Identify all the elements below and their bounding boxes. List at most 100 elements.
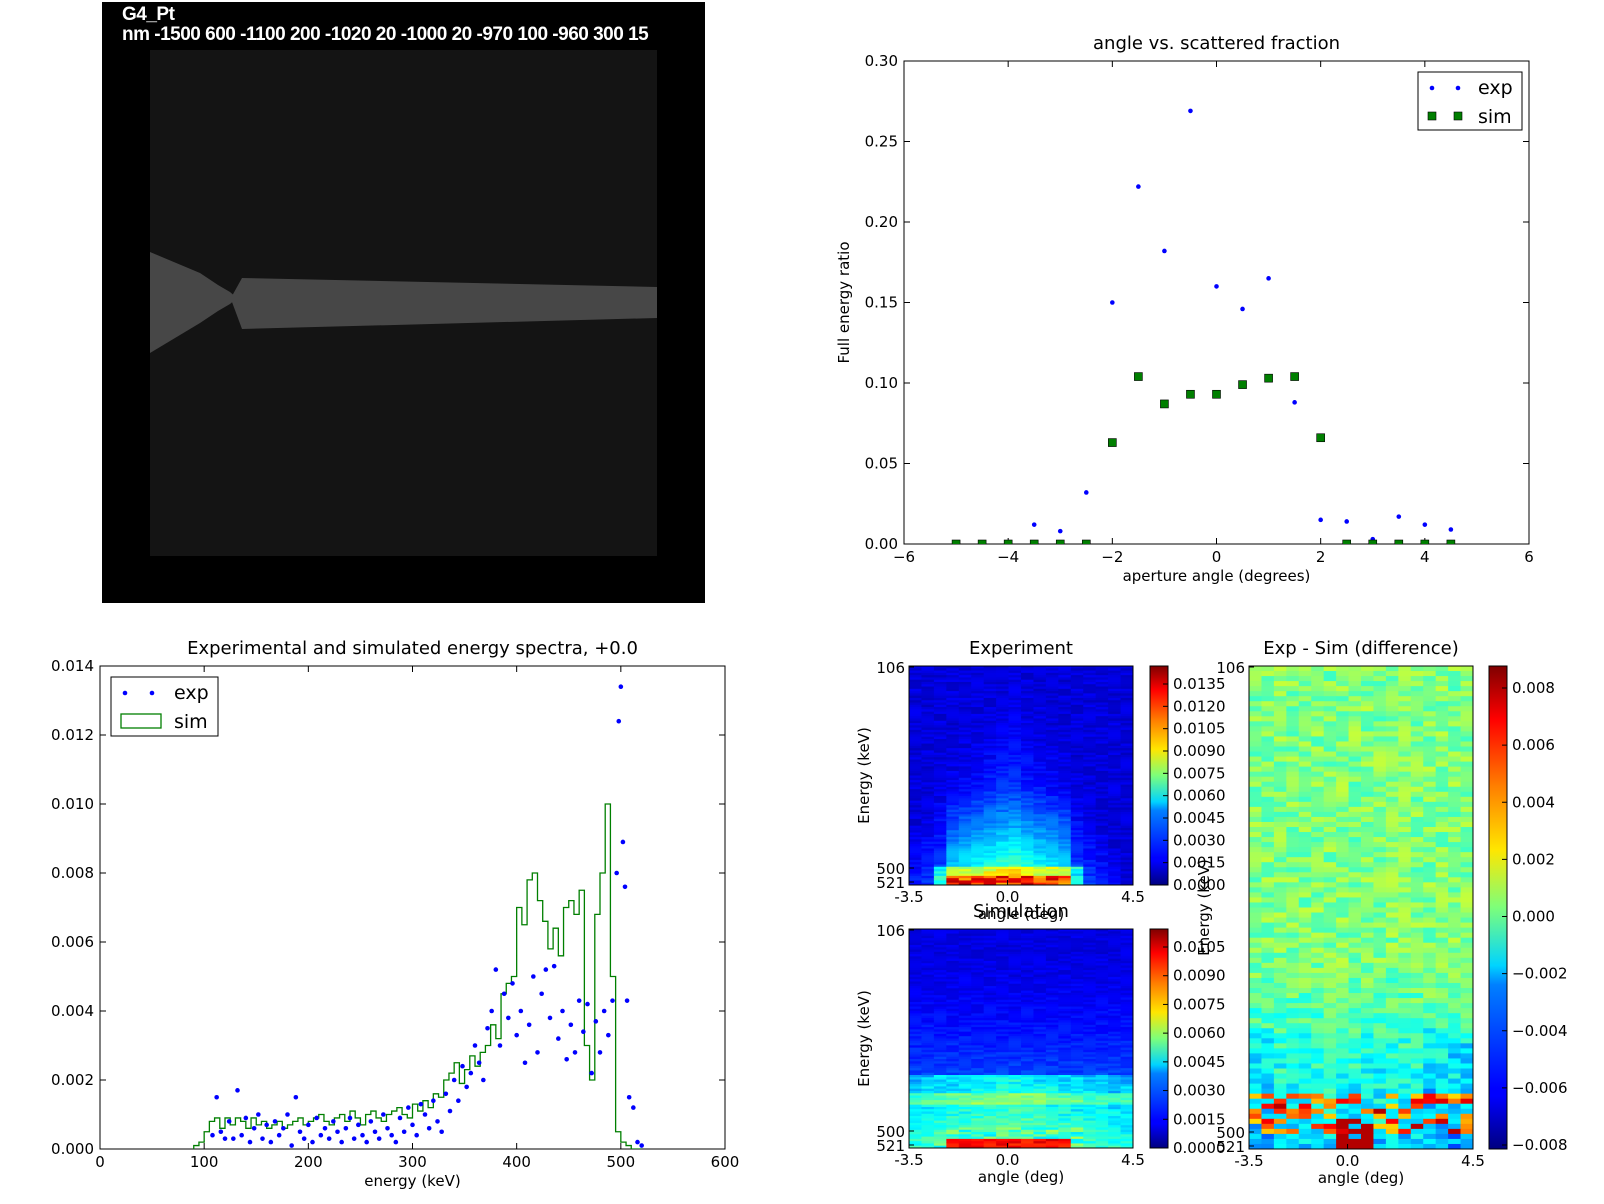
simulation-cell xyxy=(1021,986,1034,989)
experiment-cell xyxy=(1083,823,1097,827)
difference-cell xyxy=(1423,877,1437,883)
experiment-cell xyxy=(921,875,935,879)
exp-point xyxy=(1110,300,1115,305)
simulation-cell xyxy=(1033,1138,1047,1142)
experiment-cell xyxy=(1008,816,1022,820)
experiment-cell xyxy=(946,734,960,738)
experiment-cell xyxy=(958,759,972,763)
difference-cell xyxy=(1373,816,1387,823)
simulation-cell xyxy=(971,1113,985,1117)
experiment-cell xyxy=(983,814,997,818)
experiment-cell xyxy=(921,729,935,733)
experiment-cell xyxy=(1120,702,1134,706)
difference-cell xyxy=(1261,791,1275,798)
exp-point xyxy=(368,1119,374,1124)
simulation-cell xyxy=(1120,1093,1134,1097)
difference-cell xyxy=(1286,897,1300,903)
experiment-cell xyxy=(946,732,960,735)
difference-cell xyxy=(1410,993,1424,999)
difference-cell xyxy=(1410,761,1424,768)
simulation-cell xyxy=(1095,931,1109,935)
spectra-xlabel: energy (keV) xyxy=(364,1172,460,1190)
difference-cell xyxy=(1336,796,1350,803)
experiment-cell xyxy=(946,684,960,688)
experiment-cell xyxy=(1045,704,1059,708)
simulation-cell xyxy=(946,1011,960,1014)
experiment-cell xyxy=(1058,716,1072,719)
experiment-cell xyxy=(1058,789,1072,792)
simulation-cell xyxy=(946,1033,960,1037)
experiment-cell xyxy=(983,713,997,717)
experiment-cell xyxy=(1045,702,1059,706)
simulation-cell xyxy=(1008,947,1022,951)
simulation-cell xyxy=(909,1143,922,1147)
simulation-cell xyxy=(946,997,960,1001)
difference-cell xyxy=(1448,751,1462,758)
experiment-cell xyxy=(983,859,997,863)
simulation-cell xyxy=(1070,1002,1084,1005)
difference-cell xyxy=(1423,842,1437,848)
difference-cell xyxy=(1261,801,1275,808)
experiment-cell xyxy=(996,711,1010,715)
difference-cell xyxy=(1373,852,1387,858)
experiment-cell xyxy=(1070,837,1084,840)
experiment-cell xyxy=(1045,688,1059,692)
simulation-cell xyxy=(1033,1054,1047,1058)
simulation-cell xyxy=(909,1109,922,1112)
difference-cell xyxy=(1460,897,1474,903)
experiment-cell xyxy=(909,761,922,765)
simulation-cell xyxy=(1108,967,1122,971)
simulation-cell xyxy=(1083,956,1097,960)
experiment-cell xyxy=(1058,770,1072,774)
experiment-cell xyxy=(1083,878,1097,881)
difference-cell xyxy=(1385,716,1399,722)
experiment-cell xyxy=(1008,736,1022,740)
simulation-cell xyxy=(983,1136,997,1140)
experiment-cell xyxy=(1045,709,1059,713)
simulation-cell xyxy=(933,1104,947,1108)
experiment-cell xyxy=(921,768,935,772)
experiment-cell xyxy=(1021,739,1034,742)
simulation-cell xyxy=(909,954,922,957)
experiment-cell xyxy=(1095,864,1109,868)
simulation-cell xyxy=(933,1111,947,1115)
experiment-cell xyxy=(996,830,1010,834)
experiment-cell xyxy=(958,670,972,674)
difference-cell xyxy=(1249,877,1262,883)
difference-cell xyxy=(1398,731,1412,737)
difference-cell xyxy=(1460,756,1474,763)
experiment-cell xyxy=(1045,697,1059,701)
experiment-cell xyxy=(1120,834,1134,838)
experiment-cell xyxy=(1033,853,1047,856)
experiment-cell xyxy=(1045,841,1059,845)
experiment-cell xyxy=(921,777,935,781)
exp-point xyxy=(464,1084,469,1090)
experiment-cell xyxy=(1108,702,1122,706)
experiment-cell xyxy=(958,809,972,813)
difference-cell xyxy=(1348,927,1362,934)
experiment-cell xyxy=(1058,809,1072,813)
simulation-cell xyxy=(1120,967,1134,971)
difference-cell xyxy=(1373,736,1387,742)
experiment-cell xyxy=(1070,846,1084,849)
difference-cell xyxy=(1423,771,1437,778)
experiment-cell xyxy=(946,766,960,770)
difference-cell xyxy=(1311,791,1325,798)
difference-cell xyxy=(1311,962,1325,969)
experiment-cell xyxy=(1045,773,1059,776)
experiment-cell xyxy=(1120,759,1134,763)
experiment-cell xyxy=(1083,775,1097,779)
experiment-frame xyxy=(908,665,1134,886)
experiment-cell xyxy=(971,839,985,843)
exp-point xyxy=(585,1001,590,1007)
exp-point xyxy=(231,1136,236,1141)
experiment-cell xyxy=(1033,784,1047,788)
simulation-cell xyxy=(909,1022,922,1026)
experiment-cell xyxy=(1021,832,1034,836)
simulation-cell xyxy=(1021,1084,1034,1087)
simulation-cell xyxy=(1108,933,1122,937)
difference-cell xyxy=(1460,827,1474,833)
simulation-cell xyxy=(909,1061,922,1065)
difference-cell xyxy=(1311,852,1325,858)
difference-cell xyxy=(1298,801,1312,808)
